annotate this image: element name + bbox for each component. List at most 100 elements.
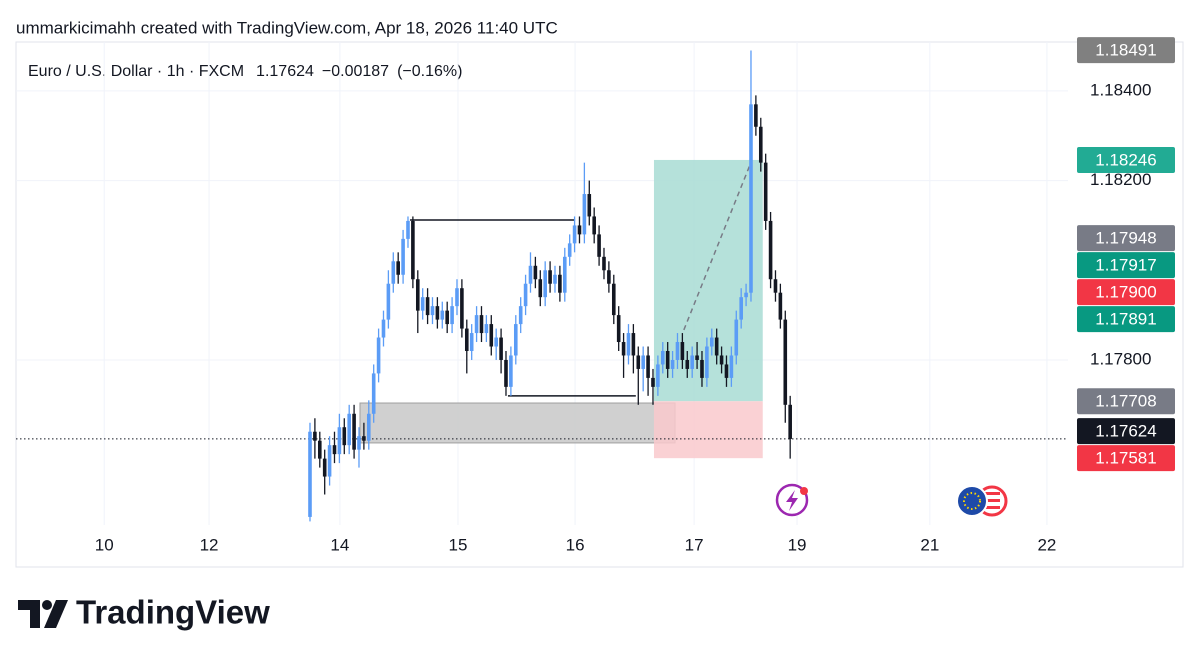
trend-line: [683, 159, 753, 331]
price-label: 1.17948: [1095, 229, 1156, 248]
candle-body: [572, 225, 577, 244]
x-tick-label: 12: [200, 535, 219, 554]
candle-body: [611, 283, 616, 316]
candle-body: [455, 288, 459, 307]
price-label-box: [1077, 445, 1175, 472]
candle-body: [469, 333, 474, 351]
candle-body: [646, 355, 650, 378]
candle-body: [749, 104, 753, 293]
price-label-box: [1077, 225, 1175, 252]
price-label-box: [1077, 279, 1175, 306]
price-label: 1.17900: [1095, 283, 1156, 302]
candle-body: [509, 355, 513, 387]
candle-body: [739, 297, 743, 320]
candle-body: [768, 220, 773, 280]
chart-frame: [15, 41, 1184, 568]
caption: ummarkicimahh created with TradingView.c…: [16, 18, 558, 37]
candle-body: [631, 333, 636, 356]
candle-body: [754, 104, 758, 127]
legend: Euro / U.S. Dollar · 1h · FXCM 1.17624 −…: [28, 63, 462, 80]
candle-body: [479, 315, 484, 334]
candle-body: [489, 324, 494, 347]
candle-body: [460, 288, 464, 329]
candle-body: [523, 283, 528, 307]
legend-change: −0.00187: [322, 63, 389, 80]
candle-body: [636, 355, 641, 369]
candle-body: [685, 359, 690, 369]
candle-body: [665, 350, 670, 369]
candle-body: [357, 436, 361, 450]
candle-body: [783, 319, 788, 405]
candle-body: [607, 270, 611, 284]
candle-body: [499, 337, 503, 360]
candle-body: [322, 458, 327, 477]
candle-body: [680, 342, 685, 360]
candle-body: [592, 216, 596, 235]
candle-body: [352, 413, 356, 450]
candle-body: [533, 265, 538, 280]
candle-body: [406, 220, 410, 239]
candle-body: [675, 342, 680, 360]
candle-body: [562, 256, 567, 293]
price-label: 1.17624: [1095, 422, 1156, 441]
candle-body: [342, 427, 347, 446]
brand-name: TradingView: [76, 594, 270, 631]
candle-body: [700, 359, 704, 378]
candle-body: [660, 350, 665, 365]
candle-body: [558, 274, 562, 293]
candle-body: [484, 324, 489, 334]
candle-body: [396, 261, 400, 275]
candle-body: [308, 431, 312, 517]
candle-body: [411, 220, 415, 280]
event-icon: [775, 483, 809, 517]
candle-body: [729, 355, 734, 378]
candle-body: [362, 436, 366, 441]
candle-body: [317, 440, 322, 459]
candle-body: [724, 364, 729, 378]
candle-body: [435, 306, 440, 320]
candle-body: [714, 337, 719, 356]
candle-body: [538, 279, 543, 298]
candle-body: [445, 310, 449, 325]
candle-body: [616, 315, 621, 343]
candle-body: [337, 427, 342, 455]
candle-body: [381, 319, 386, 338]
candle-body: [504, 359, 508, 387]
y-tick-label: 1.18200: [1090, 170, 1151, 189]
candle-body: [327, 445, 332, 477]
y-tick-label: 1.18400: [1090, 80, 1151, 99]
candle-body: [450, 306, 454, 325]
x-tick-label: 17: [685, 535, 704, 554]
price-label-box: [1077, 37, 1175, 64]
candle-body: [621, 342, 626, 356]
candle-body: [705, 346, 709, 378]
candle-body: [734, 319, 739, 356]
candle-body: [332, 445, 337, 455]
candle-body: [641, 355, 645, 369]
x-tick-label: 14: [330, 535, 349, 554]
x-tick-label: 15: [449, 535, 468, 554]
candle-body: [430, 306, 435, 316]
candle-body: [371, 373, 376, 414]
candle-body: [695, 355, 699, 360]
candle-body: [528, 265, 533, 284]
zone: [359, 402, 676, 444]
candle-body: [626, 333, 631, 356]
x-tick-label: 10: [95, 535, 114, 554]
price-label: 1.18491: [1095, 41, 1156, 60]
candle-body: [366, 413, 371, 441]
candle-body: [778, 292, 783, 320]
candle-body: [744, 292, 748, 298]
candle-body: [391, 261, 396, 284]
position-stop: [653, 401, 763, 459]
candle-body: [518, 306, 523, 325]
candle-body: [597, 234, 601, 257]
candle-body: [587, 194, 592, 217]
brand-logo: TradingView: [18, 594, 270, 631]
candle-body: [415, 279, 420, 311]
currency-icon: [956, 485, 1008, 517]
price-label: 1.17891: [1095, 310, 1156, 329]
y-tick-label: 1.17800: [1090, 349, 1151, 368]
